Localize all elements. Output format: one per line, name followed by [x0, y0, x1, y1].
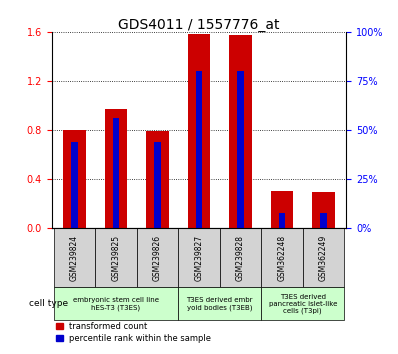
Bar	[154, 142, 161, 228]
Bar	[229, 35, 252, 228]
Text: T3ES derived
pancreatic islet-like
cells (T3pi): T3ES derived pancreatic islet-like cells…	[269, 293, 337, 314]
Bar	[54, 287, 178, 320]
Bar	[220, 228, 261, 287]
Bar	[261, 287, 344, 320]
Bar	[312, 192, 335, 228]
Bar	[178, 287, 261, 320]
Legend: transformed count, percentile rank within the sample: transformed count, percentile rank withi…	[56, 322, 211, 343]
Bar	[95, 228, 137, 287]
Bar	[320, 213, 326, 228]
Text: GSM239824: GSM239824	[70, 235, 79, 281]
Bar	[178, 228, 220, 287]
Bar	[261, 228, 303, 287]
Text: GSM239827: GSM239827	[195, 235, 203, 281]
Text: GSM239826: GSM239826	[153, 235, 162, 281]
Bar	[279, 213, 285, 228]
Bar	[54, 228, 95, 287]
Title: GDS4011 / 1557776_at: GDS4011 / 1557776_at	[118, 18, 280, 32]
Bar	[271, 191, 293, 228]
Text: embryonic stem cell line
hES-T3 (T3ES): embryonic stem cell line hES-T3 (T3ES)	[73, 297, 159, 310]
Bar	[146, 131, 169, 228]
Text: GSM362249: GSM362249	[319, 235, 328, 281]
Text: GSM239825: GSM239825	[111, 235, 121, 281]
Bar	[196, 71, 202, 228]
Bar	[113, 118, 119, 228]
Bar	[63, 130, 86, 228]
Bar	[72, 142, 78, 228]
Text: GSM239828: GSM239828	[236, 235, 245, 281]
Text: GSM362248: GSM362248	[277, 235, 287, 281]
Bar	[105, 109, 127, 228]
Bar	[137, 228, 178, 287]
Bar	[303, 228, 344, 287]
Text: T3ES derived embr
yoid bodies (T3EB): T3ES derived embr yoid bodies (T3EB)	[187, 297, 253, 310]
Bar	[237, 71, 244, 228]
Bar	[187, 34, 211, 228]
Text: cell type: cell type	[29, 299, 68, 308]
